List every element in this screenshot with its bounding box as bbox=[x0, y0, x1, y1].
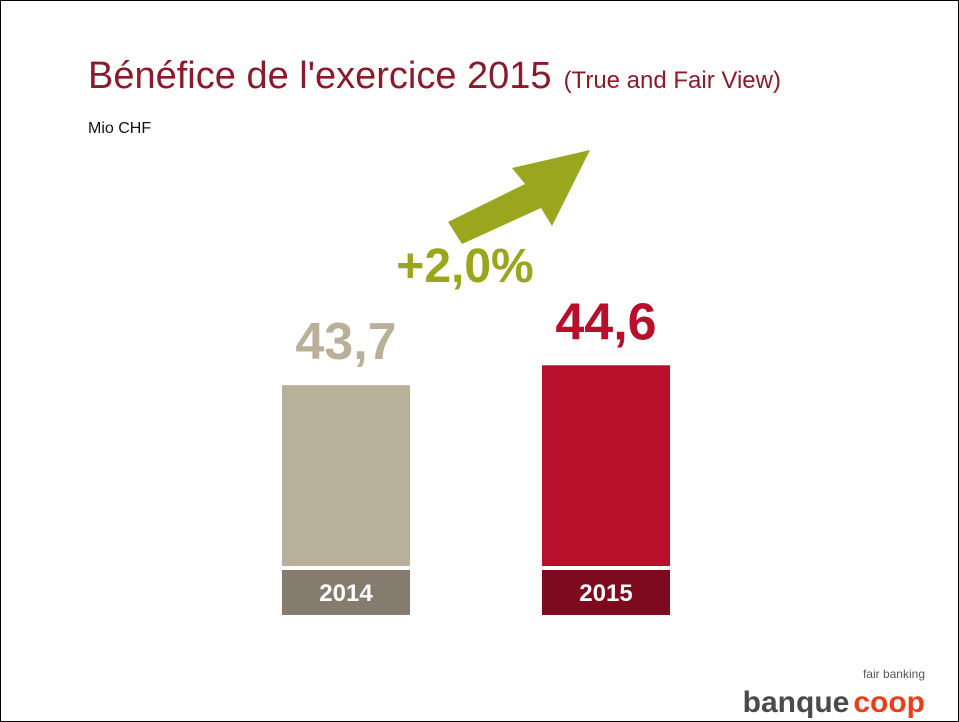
x-tick-label: 2014 bbox=[319, 580, 373, 607]
bar bbox=[282, 385, 410, 566]
category-box bbox=[542, 570, 670, 615]
value-label: 44,6 bbox=[555, 293, 656, 351]
logo-brand: coop bbox=[853, 686, 925, 719]
value-label: 43,7 bbox=[295, 313, 396, 371]
x-tick-label: 2015 bbox=[579, 580, 632, 607]
title-note: (True and Fair View) bbox=[564, 67, 781, 94]
annotation: +2,0% bbox=[396, 240, 533, 293]
logo: banque coop bbox=[743, 686, 925, 719]
chart-title: Bénéfice de l'exercice 2015 (True and Fai… bbox=[88, 55, 781, 97]
bar bbox=[542, 365, 670, 566]
growth-arrow bbox=[448, 150, 590, 244]
logo-name: banque bbox=[743, 686, 850, 719]
title-main: Bénéfice de l'exercice 2015 bbox=[88, 55, 552, 97]
category-box bbox=[282, 570, 410, 615]
subtitle: Mio CHF bbox=[88, 120, 151, 137]
logo-tagline: fair banking bbox=[863, 667, 925, 681]
